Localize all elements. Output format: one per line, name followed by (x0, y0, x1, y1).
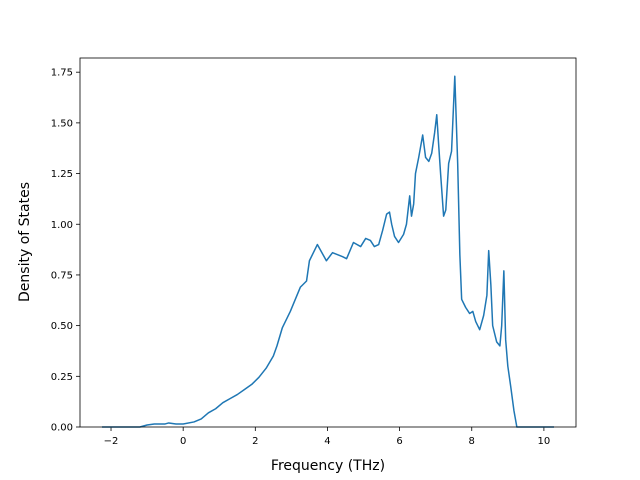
data-line (102, 75, 554, 428)
x-tick-label: 8 (469, 436, 475, 447)
x-tick-label: 0 (180, 436, 186, 447)
x-tick-label: 6 (396, 436, 402, 447)
x-tick-label: 4 (324, 436, 330, 447)
y-axis-label: Density of States (17, 182, 33, 302)
y-tick-label: 0.00 (51, 423, 73, 434)
x-tick-label: 2 (252, 436, 258, 447)
y-tick-label: 0.50 (51, 321, 73, 332)
y-tick-label: 1.00 (51, 220, 73, 231)
plot-frame (79, 57, 577, 428)
x-tick-label: 10 (538, 436, 551, 447)
y-tick-label: 1.50 (51, 118, 73, 129)
y-tick-label: 1.25 (51, 169, 73, 180)
x-axis-label: Frequency (THz) (271, 458, 385, 474)
y-tick-label: 0.75 (51, 270, 73, 281)
y-tick-label: 0.25 (51, 372, 73, 383)
y-tick-label: 1.75 (51, 68, 73, 79)
x-tick-label: −2 (104, 436, 119, 447)
